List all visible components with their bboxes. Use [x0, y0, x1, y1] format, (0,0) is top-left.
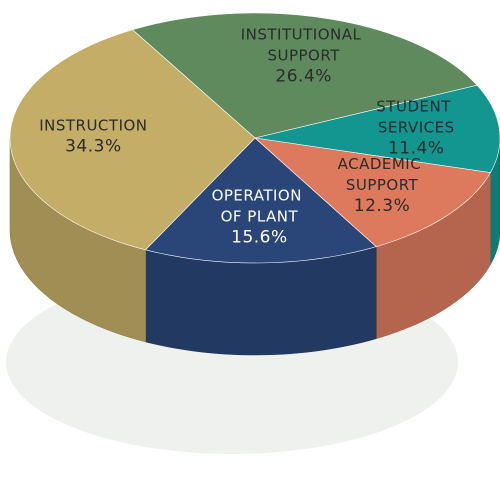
slice [254, 84, 500, 173]
slice-label: INSTRUCTION [39, 117, 147, 135]
value-label: 11.4% [388, 139, 445, 159]
value-label: 12.3% [354, 196, 411, 216]
slice-label: INSTITUTIONAL SUPPORT [241, 25, 367, 64]
value-label: 15.6% [231, 227, 288, 247]
slice [9, 29, 256, 251]
slice-label: OPERATION OF PLANT [212, 186, 308, 225]
value-label: 34.3% [65, 137, 122, 157]
value-label: 26.4% [275, 66, 332, 86]
slice-label: ACADEMIC SUPPORT [338, 155, 427, 194]
slice [145, 137, 377, 264]
slice-label: STUDENT SERVICES [376, 98, 456, 137]
slice [131, 12, 478, 139]
slice [254, 137, 491, 247]
